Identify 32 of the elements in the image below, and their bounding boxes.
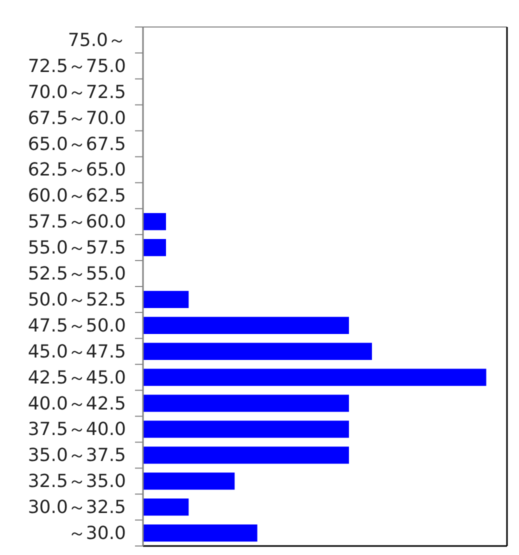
y-tick-label: ～30.0	[68, 522, 126, 544]
y-tick-label: 30.0～32.5	[28, 496, 126, 518]
y-tick-label: 57.5～60.0	[28, 211, 126, 232]
y-tick-label: 70.0～72.5	[28, 81, 126, 102]
bar	[143, 446, 349, 464]
y-tick-label: 37.5～40.0	[28, 418, 126, 440]
bar	[143, 524, 258, 542]
y-tick-label: 32.5～35.0	[28, 470, 126, 492]
bar	[143, 498, 189, 516]
y-tick-label: 50.0～52.5	[28, 288, 126, 310]
bar	[143, 316, 349, 334]
bar	[143, 213, 166, 230]
bar	[143, 472, 235, 490]
y-tick-label: 72.5～75.0	[28, 55, 126, 76]
bar	[143, 368, 486, 386]
y-tick-label: 60.0～62.5	[28, 185, 126, 206]
bar	[143, 342, 372, 360]
y-tick-label: 47.5～50.0	[28, 314, 126, 336]
bar	[143, 239, 166, 256]
y-tick-label: 40.0～42.5	[28, 392, 126, 414]
y-tick-label: 42.5～45.0	[28, 366, 126, 388]
y-tick-label: 67.5～70.0	[28, 107, 126, 128]
y-tick-label: 52.5～55.0	[28, 263, 126, 284]
y-tick-label: 45.0～47.5	[28, 340, 126, 362]
bar	[143, 290, 189, 308]
bar	[143, 420, 349, 438]
y-tick-label: 35.0～37.5	[28, 444, 126, 466]
y-tick-label: 62.5～65.0	[28, 159, 126, 180]
bar	[143, 394, 349, 412]
y-tick-label: 65.0～67.5	[28, 133, 126, 154]
y-tick-label: 55.0～57.5	[28, 237, 126, 258]
y-tick-label: 75.0～	[68, 29, 126, 50]
